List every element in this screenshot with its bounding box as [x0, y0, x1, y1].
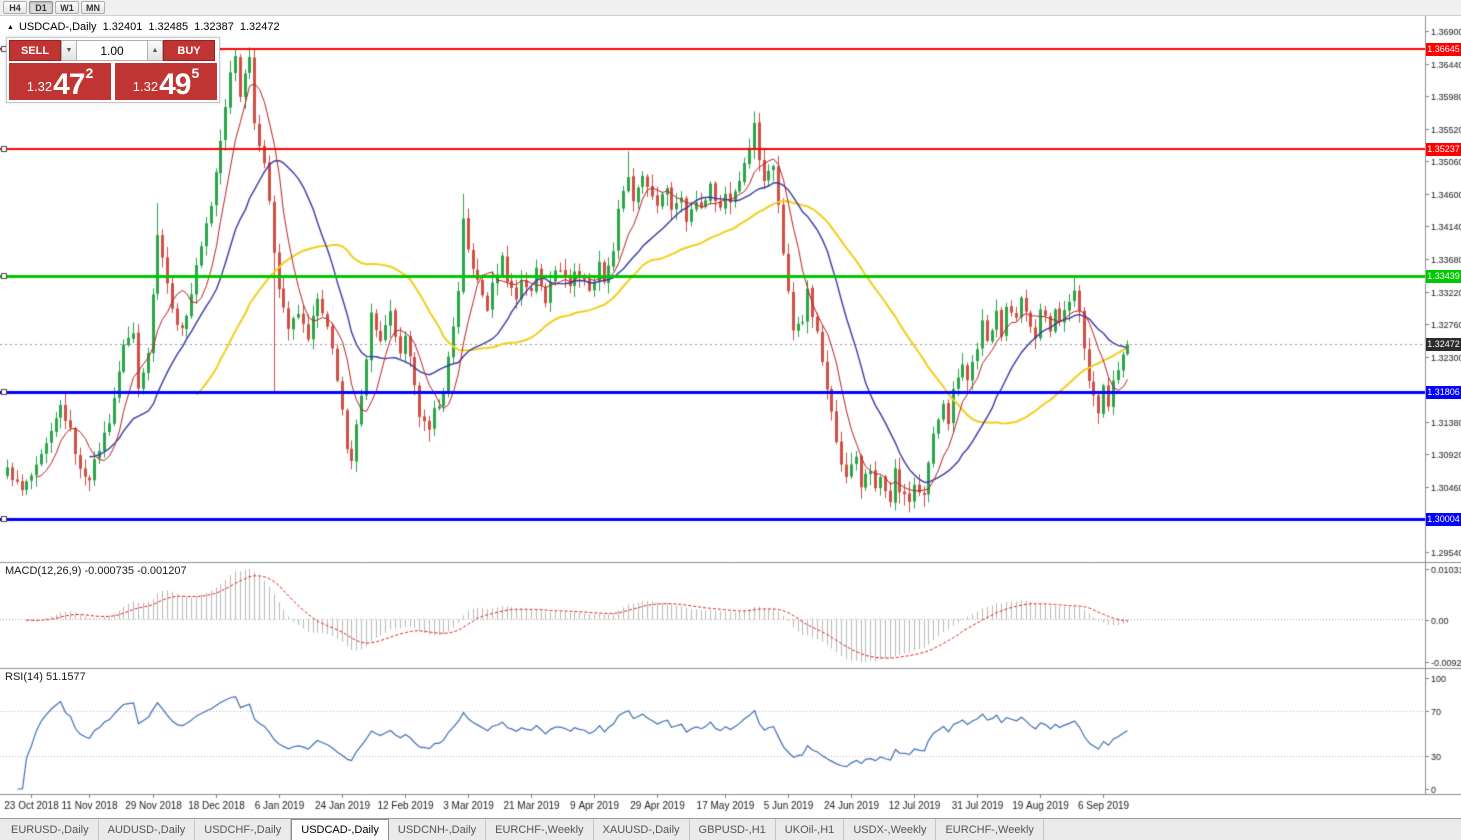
macd-name: MACD(12,26,9) [5, 565, 82, 577]
timeframe-button-mn[interactable]: MN [81, 1, 105, 14]
chart-tab-eurusd-daily[interactable]: EURUSD-,Daily [2, 819, 99, 840]
timeframe-button-d1[interactable]: D1 [29, 1, 53, 14]
chart-tab-usdx-weekly[interactable]: USDX-,Weekly [844, 819, 937, 840]
chart-tab-usdchf-daily[interactable]: USDCHF-,Daily [195, 819, 292, 840]
chart-tab-eurchf-weekly[interactable]: EURCHF-,Weekly [486, 819, 594, 840]
buy-price-pip: 5 [191, 65, 200, 81]
volume-increment-button[interactable]: ▲ [147, 40, 163, 61]
chart-tab-usdcnh-daily[interactable]: USDCNH-,Daily [389, 819, 487, 840]
buy-button[interactable]: BUY [163, 40, 215, 61]
chart-tab-audusd-daily[interactable]: AUDUSD-,Daily [99, 819, 196, 840]
macd-signal-value: -0.001207 [137, 565, 187, 577]
macd-main-value: -0.000735 [84, 565, 135, 577]
chart-title: ▲ USDCAD-,Daily 1.32401 1.32485 1.32387 … [7, 21, 280, 33]
macd-indicator-label: MACD(12,26,9) -0.000735 -0.001207 [5, 565, 187, 577]
chart-tab-ukoil-h1[interactable]: UKOil-,H1 [776, 819, 845, 840]
rsi-name: RSI(14) [5, 671, 43, 683]
price-chart-canvas[interactable] [0, 16, 1461, 818]
timeframe-button-h4[interactable]: H4 [3, 1, 27, 14]
price-level-badge-1.30004: 1.30004 [1426, 513, 1461, 526]
chart-symbol-label: USDCAD-,Daily [18, 21, 97, 33]
volume-input[interactable] [77, 40, 147, 61]
current-price-badge: 1.32472 [1426, 338, 1461, 351]
sell-price-digits: 47 [53, 68, 85, 101]
ohlc-high: 1.32485 [148, 21, 189, 33]
volume-decrement-button[interactable]: ▼ [61, 40, 77, 61]
sell-price-display[interactable]: 1.32 47 2 [9, 63, 111, 100]
buy-price-digits: 49 [159, 68, 191, 101]
timeframe-toolbar: H4 D1 W1 MN [0, 0, 1461, 16]
sell-button[interactable]: SELL [9, 40, 61, 61]
price-level-badge-1.35237: 1.35237 [1426, 143, 1461, 156]
price-level-badge-1.33439: 1.33439 [1426, 270, 1461, 283]
ohlc-low: 1.32387 [194, 21, 234, 33]
rsi-indicator-label: RSI(14) 51.1577 [5, 671, 86, 683]
chart-tab-gbpusd-h1[interactable]: GBPUSD-,H1 [690, 819, 776, 840]
chart-tab-xauusd-daily[interactable]: XAUUSD-,Daily [594, 819, 690, 840]
timeframe-button-w1[interactable]: W1 [55, 1, 79, 14]
sell-price-pip: 2 [85, 65, 94, 81]
chart-tab-usdcad-daily[interactable]: USDCAD-,Daily [291, 819, 389, 840]
chart-tab-eurchf-weekly[interactable]: EURCHF-,Weekly [936, 819, 1044, 840]
one-click-trading-widget: SELL ▼ ▲ BUY 1.32 47 2 1.32 49 5 [6, 37, 220, 103]
chart-window: ▲ USDCAD-,Daily 1.32401 1.32485 1.32387 … [0, 16, 1461, 818]
price-level-badge-1.36645: 1.36645 [1426, 43, 1461, 56]
chart-tab-bar: EURUSD-,Daily AUDUSD-,Daily USDCHF-,Daily U… [0, 818, 1461, 840]
buy-price-display[interactable]: 1.32 49 5 [115, 63, 217, 100]
buy-price-prefix: 1.32 [132, 79, 159, 94]
rsi-value: 51.1577 [45, 671, 86, 683]
sell-price-prefix: 1.32 [26, 79, 53, 94]
ohlc-open: 1.32401 [102, 21, 143, 33]
price-level-badge-1.31806: 1.31806 [1426, 386, 1461, 399]
ohlc-close: 1.32472 [239, 21, 280, 33]
collapse-triangle-icon[interactable]: ▲ [7, 23, 14, 31]
